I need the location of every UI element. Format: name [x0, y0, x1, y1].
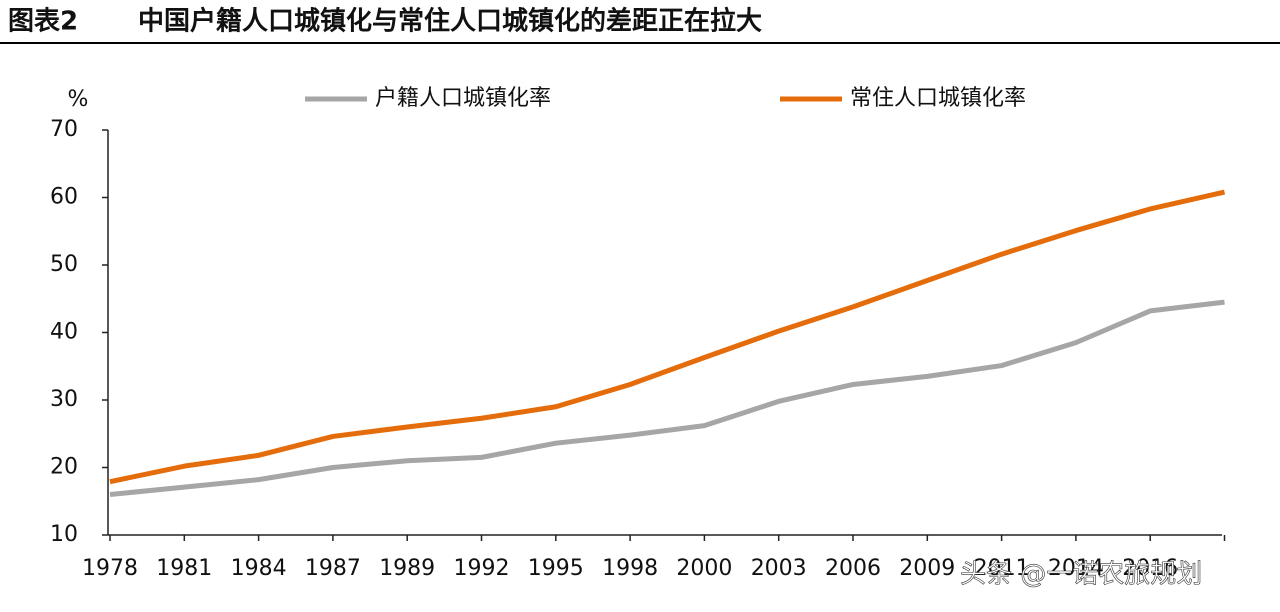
x-tick-label: 2014 — [1048, 556, 1104, 581]
y-tick-label: 60 — [50, 185, 78, 210]
x-tick-label: 1998 — [602, 556, 658, 581]
watermark: 头条 @一诺农旅规划 — [960, 560, 1202, 590]
x-tick-label: 1989 — [379, 556, 435, 581]
legend-label: 户籍人口城镇化率 — [375, 86, 551, 111]
y-tick-label: 70 — [50, 117, 78, 142]
y-unit: % — [68, 87, 89, 112]
x-tick-label: 1978 — [82, 556, 138, 581]
x-tick-label: 2006 — [825, 556, 881, 581]
x-tick-label: 2003 — [751, 556, 807, 581]
x-tick-label: 2016 — [1122, 556, 1178, 581]
x-tick-label: 2009 — [899, 556, 955, 581]
series-line — [109, 299, 1225, 497]
x-tick-label: 1984 — [231, 556, 287, 581]
x-tick-label: 2011 — [974, 556, 1030, 581]
y-tick-label: 30 — [50, 387, 78, 412]
x-tick-label: 1987 — [305, 556, 361, 581]
figure-label: 图表2 — [8, 7, 78, 37]
x-tick-label: 1981 — [156, 556, 212, 581]
x-tick-label: 1995 — [528, 556, 584, 581]
y-tick-label: 20 — [50, 455, 78, 480]
series-line — [109, 189, 1226, 485]
x-tick-label: 1992 — [454, 556, 510, 581]
legend-label: 常住人口城镇化率 — [850, 86, 1026, 111]
chart-title: 中国户籍人口城镇化与常住人口城镇化的差距正在拉大 — [138, 6, 762, 37]
y-tick-label: 40 — [50, 320, 78, 345]
y-tick-label: 50 — [50, 252, 78, 277]
y-tick-label: 10 — [50, 522, 78, 547]
x-tick-label: 2000 — [676, 556, 732, 581]
